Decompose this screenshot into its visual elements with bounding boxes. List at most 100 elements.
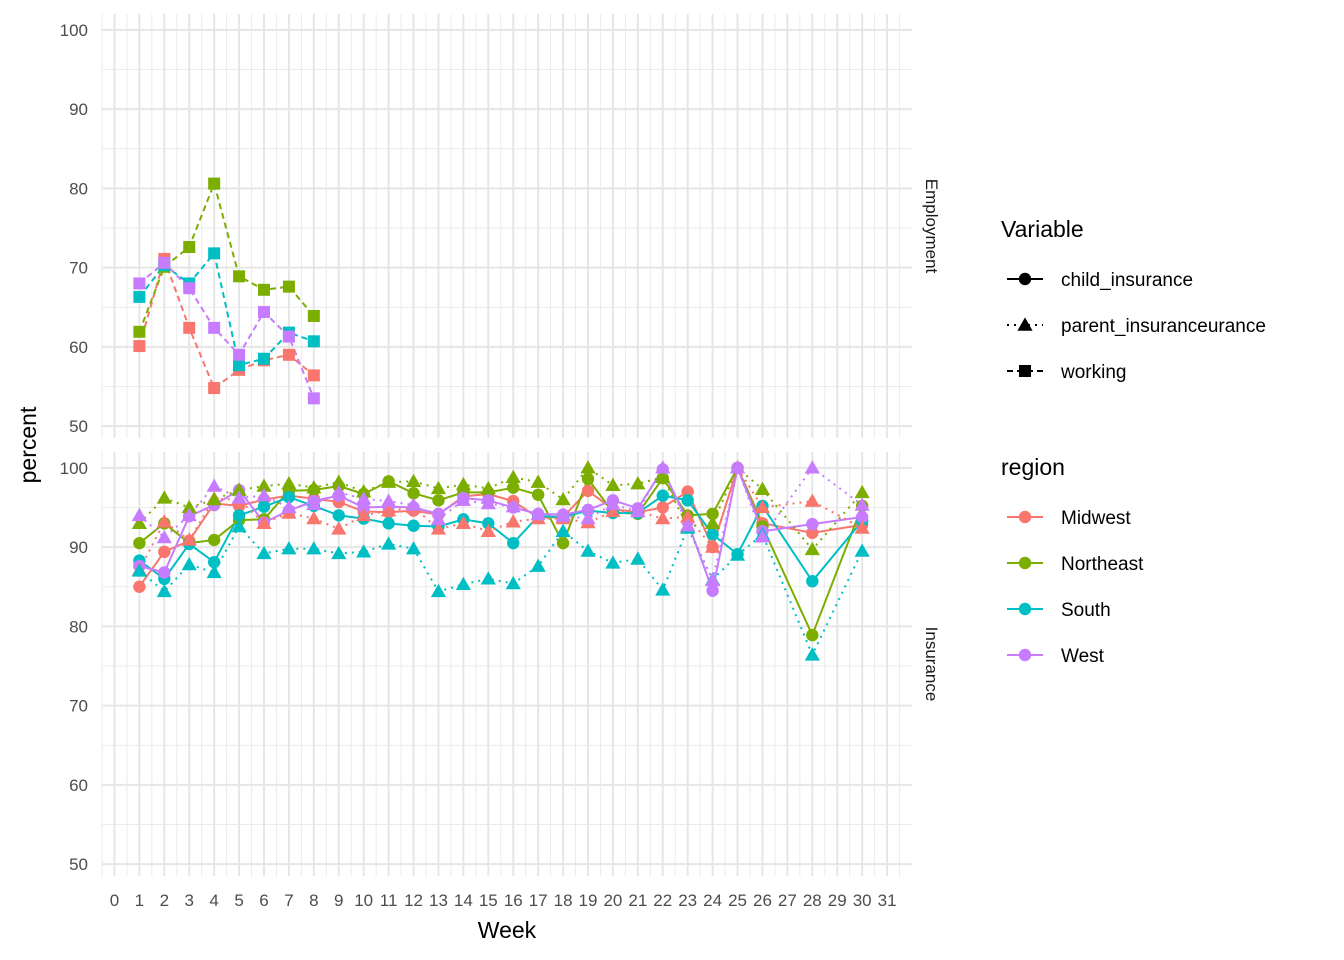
data-point-parent_insuranceurance-northeast (381, 474, 397, 488)
data-point-parent_insuranceurance-south (231, 518, 247, 533)
data-point-parent_insuranceurance-midwest (680, 509, 696, 523)
data-point-child_insurance-northeast (133, 536, 146, 550)
data-point-parent_insuranceurance-west (530, 507, 546, 521)
legend-label: working (1060, 362, 1126, 383)
x-tick-label: 30 (853, 891, 872, 910)
data-point-parent_insuranceurance-west (729, 460, 746, 474)
data-point-parent_insuranceurance-northeast (480, 480, 496, 495)
data-point-child_insurance-south (656, 489, 669, 502)
data-point-parent_insuranceurance-south (281, 541, 297, 555)
x-tick-label: 5 (234, 891, 243, 910)
data-point-child_insurance-west (706, 584, 719, 597)
data-point-parent_insuranceurance-south (854, 543, 870, 557)
data-point-parent_insuranceurance-south (555, 523, 571, 537)
data-point-child_insurance-northeast (581, 472, 595, 486)
data-point-working-midwest (133, 340, 146, 353)
data-point-parent_insuranceurance-south (804, 647, 820, 661)
legend-region: region Midwest Northeast South West (1001, 454, 1144, 667)
data-point-parent_insuranceurance-northeast (505, 469, 521, 484)
x-tick-label: 18 (554, 891, 573, 910)
panel-employment (101, 14, 912, 438)
x-tick-label: 19 (579, 891, 598, 910)
data-point-parent_insuranceurance-west (480, 495, 496, 510)
data-point-working-west (282, 330, 295, 343)
series-points (131, 460, 870, 661)
data-point-parent_insuranceurance-northeast (306, 480, 322, 494)
data-point-parent_insuranceurance-west (156, 529, 172, 544)
data-point-working-west (158, 256, 171, 269)
y-tick-label: 100 (60, 21, 88, 40)
data-point-child_insurance-midwest (806, 526, 819, 540)
data-point-parent_insuranceurance-south (480, 571, 496, 585)
x-tick-label: 29 (828, 891, 847, 910)
data-point-child_insurance-south (382, 517, 395, 530)
data-point-parent_insuranceurance-south (405, 541, 422, 555)
data-point-working-south (233, 359, 246, 372)
data-point-parent_insuranceurance-midwest (804, 493, 820, 507)
data-point-parent_insuranceurance-northeast (580, 460, 596, 474)
data-point-child_insurance-south (207, 555, 221, 569)
data-point-parent_insuranceurance-northeast (206, 491, 222, 506)
data-point-parent_insuranceurance-northeast (156, 490, 172, 504)
data-point-child_insurance-northeast (207, 533, 221, 547)
legend-key-midwest (1007, 510, 1043, 524)
data-point-parent_insuranceurance-northeast (131, 515, 147, 530)
data-point-child_insurance-south (332, 509, 345, 522)
data-point-parent_insuranceurance-northeast (181, 499, 197, 514)
data-point-parent_insuranceurance-south (655, 582, 671, 596)
data-point-parent_insuranceurance-south (455, 576, 471, 591)
series-line-child_insurance-northeast (138, 465, 864, 638)
data-point-working-west (183, 282, 196, 295)
data-point-working-northeast (233, 270, 246, 283)
data-point-parent_insuranceurance-northeast (655, 469, 671, 484)
x-tick-label: 21 (628, 891, 647, 910)
legend-key-circle-icon (1018, 510, 1032, 524)
data-point-parent_insuranceurance-south (256, 545, 272, 560)
data-point-parent_insuranceurance-midwest (306, 510, 322, 525)
data-point-parent_insuranceurance-south (381, 536, 397, 550)
x-axis-title: Week (478, 917, 537, 943)
data-point-parent_insuranceurance-south (505, 575, 521, 590)
data-point-parent_insuranceurance-northeast (356, 484, 372, 498)
data-point-working-west (307, 392, 320, 405)
data-point-child_insurance-northeast (407, 487, 420, 500)
data-point-parent_insuranceurance-northeast (705, 515, 721, 530)
x-tick-label: 12 (404, 891, 423, 910)
data-point-child_insurance-west (855, 510, 869, 524)
y-tick-label: 50 (69, 855, 88, 874)
data-point-parent_insuranceurance-south (430, 583, 447, 598)
x-tick-label: 10 (354, 891, 373, 910)
data-point-child_insurance-south (257, 500, 271, 513)
legend-label: parent_insuranceurance (1061, 316, 1266, 337)
data-point-parent_insuranceurance-midwest (181, 532, 197, 546)
data-point-parent_insuranceurance-west (455, 492, 471, 507)
data-point-parent_insuranceurance-south (356, 544, 372, 558)
data-point-parent_insuranceurance-west (206, 478, 222, 492)
series-lines (138, 464, 864, 658)
data-point-child_insurance-south (282, 490, 296, 504)
data-point-working-northeast (258, 283, 270, 296)
y-tick-label: 60 (69, 776, 88, 795)
legend-key-circle-icon (1018, 648, 1032, 662)
data-point-parent_insuranceurance-south (530, 558, 546, 572)
strip-label-insurance: Insurance (922, 627, 941, 702)
legend-key-parent_insuranceurance (1007, 317, 1043, 331)
y-tick-label: 80 (69, 179, 88, 198)
x-tick-label: 25 (728, 891, 747, 910)
data-point-child_insurance-south (806, 574, 819, 588)
legend-key-west (1007, 648, 1043, 662)
data-point-working-northeast (183, 241, 196, 254)
data-point-child_insurance-west (158, 566, 171, 579)
legend-label: child_insurance (1061, 270, 1193, 291)
legend-label: South (1061, 600, 1111, 621)
data-point-child_insurance-northeast (432, 494, 445, 507)
data-point-parent_insuranceurance-south (131, 563, 147, 577)
legend-label: Midwest (1061, 508, 1131, 529)
data-point-working-west (258, 305, 270, 318)
data-point-parent_insuranceurance-west (605, 496, 621, 511)
data-point-child_insurance-midwest (158, 545, 171, 559)
data-point-parent_insuranceurance-west (281, 499, 297, 514)
data-point-parent_insuranceurance-northeast (804, 541, 820, 556)
